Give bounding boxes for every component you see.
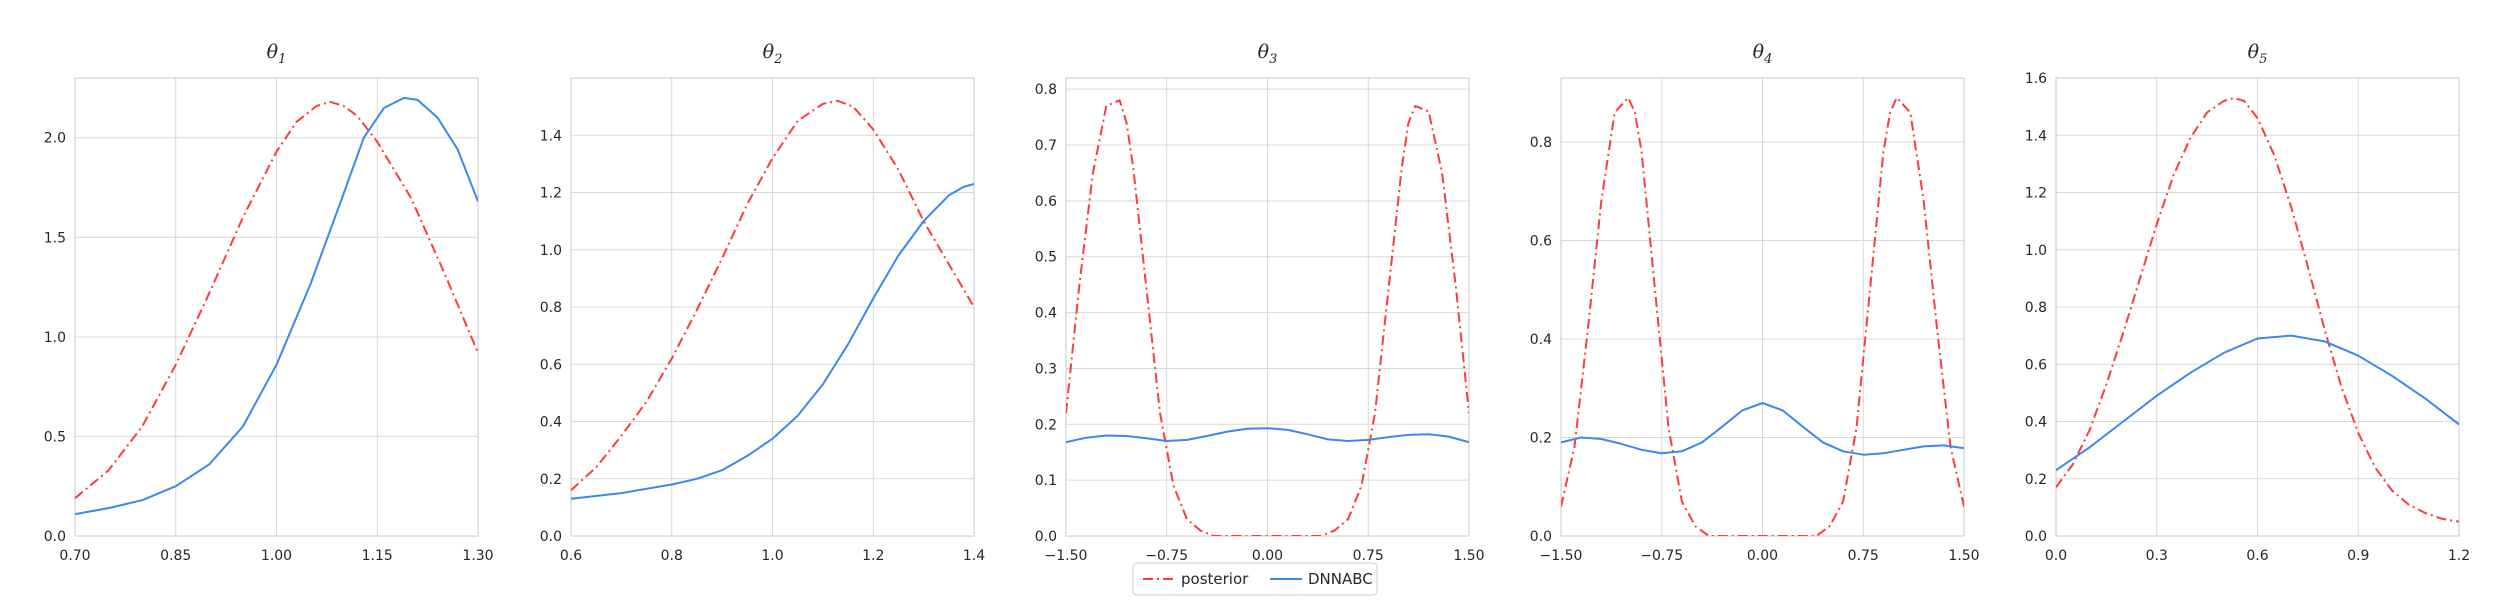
series-line-dnnabc xyxy=(1561,402,1964,456)
y-tick-label: 0.5 xyxy=(44,429,66,445)
y-tick-label: 1.4 xyxy=(2025,128,2047,144)
y-tick-label: 0.8 xyxy=(1035,82,1057,98)
panel-title: θ5 xyxy=(2248,41,2268,67)
chart-panels: 0.70 0.85 1.00 1.15 1.30 0.0 0.5 1.0 1.5 2.0 θ1 0.6… xyxy=(44,41,2470,564)
y-tick-label: 2.0 xyxy=(44,131,66,147)
panel-title: θ1 xyxy=(267,41,287,67)
x-tick-label: 0.6 xyxy=(560,548,582,564)
y-tick-label: 1.0 xyxy=(44,330,66,346)
x-tick-label: 1.4 xyxy=(963,548,985,564)
x-tick-label: 0.0 xyxy=(2045,548,2067,564)
y-tick-label: 0.4 xyxy=(1530,332,1552,348)
y-tick-label: 1.5 xyxy=(44,230,66,246)
x-tick-label: 1.2 xyxy=(862,548,884,564)
panel-4: −1.50 −0.75 0.00 0.75 1.50 0.0 0.2 0.4 0.6 0.8 θ4 xyxy=(1530,41,1980,564)
x-tick-label: −1.50 xyxy=(1045,548,1088,564)
y-tick-label: 0.0 xyxy=(1035,529,1057,545)
series-line-dnnabc xyxy=(571,182,974,500)
x-tick-label: 0.9 xyxy=(2347,548,2369,564)
x-tick-label: 1.30 xyxy=(462,548,493,564)
axes-frame xyxy=(2055,77,2460,537)
y-tick-label: 0.8 xyxy=(1530,135,1552,151)
y-tick-label: 0.5 xyxy=(1035,250,1057,266)
series-line-dnnabc xyxy=(75,96,478,516)
panel-5: 0.0 0.3 0.6 0.9 1.2 0.0 0.2 0.4 0.6 0.8 1.0 1.2 1.4 1… xyxy=(2025,41,2470,564)
y-tick-label: 1.2 xyxy=(2025,186,2047,202)
legend-frame xyxy=(1132,562,1378,596)
y-tick-label: 0.4 xyxy=(540,415,562,431)
x-tick-label: 1.15 xyxy=(362,548,393,564)
y-tick-label: 0.0 xyxy=(2025,529,2047,545)
series-line-posterior xyxy=(75,100,478,499)
x-tick-label: 1.00 xyxy=(261,548,292,564)
y-tick-label: 0.0 xyxy=(1530,529,1552,545)
legend: posterior DNNABC xyxy=(1132,562,1378,596)
y-tick-label: 1.6 xyxy=(2025,71,2047,87)
y-tick-label: 0.0 xyxy=(540,529,562,545)
y-tick-label: 0.2 xyxy=(1530,431,1552,447)
series-line-dnnabc xyxy=(1066,427,1469,444)
axes-frame xyxy=(570,77,975,537)
legend-label-posterior: posterior xyxy=(1181,570,1249,588)
x-tick-label: 0.75 xyxy=(1353,548,1384,564)
y-tick-label: 0.6 xyxy=(2025,357,2047,373)
y-tick-label: 0.6 xyxy=(1035,194,1057,210)
panel-3: −1.50 −0.75 0.00 0.75 1.50 0.0 0.1 0.2 0.3 0.4 0.5… xyxy=(1035,41,1485,564)
x-tick-label: −0.75 xyxy=(1145,548,1188,564)
y-tick-label: 0.0 xyxy=(44,529,66,545)
y-tick-label: 1.2 xyxy=(540,186,562,202)
y-tick-label: 0.6 xyxy=(1530,234,1552,250)
y-tick-label: 0.8 xyxy=(2025,300,2047,316)
y-tick-label: 0.4 xyxy=(2025,415,2047,431)
panel-1: 0.70 0.85 1.00 1.15 1.30 0.0 0.5 1.0 1.5 2.0 θ1 xyxy=(44,41,494,564)
series-line-posterior xyxy=(571,99,974,491)
x-tick-label: 1.50 xyxy=(1453,548,1484,564)
y-tick-label: 0.2 xyxy=(1035,417,1057,433)
x-tick-label: 0.8 xyxy=(661,548,683,564)
x-tick-label: 1.2 xyxy=(2448,548,2470,564)
axes-frame xyxy=(74,77,479,537)
series-line-posterior xyxy=(2056,97,2459,523)
x-tick-label: −0.75 xyxy=(1640,548,1683,564)
x-tick-label: −1.50 xyxy=(1540,548,1583,564)
x-tick-label: 0.6 xyxy=(2246,548,2268,564)
x-tick-label: 0.75 xyxy=(1848,548,1879,564)
series-line-posterior xyxy=(1066,99,1469,536)
series-line-dnnabc xyxy=(2056,334,2459,472)
y-tick-label: 0.4 xyxy=(1035,306,1057,322)
y-tick-label: 0.1 xyxy=(1035,473,1057,489)
panel-title: θ4 xyxy=(1753,41,1773,67)
y-tick-label: 0.2 xyxy=(540,472,562,488)
panel-2: 0.6 0.8 1.0 1.2 1.4 0.0 0.2 0.4 0.6 0.8 1.0 1.2 1.4 θ… xyxy=(540,41,985,564)
x-tick-label: 0.3 xyxy=(2146,548,2168,564)
panel-title: θ2 xyxy=(763,41,783,67)
y-tick-label: 0.3 xyxy=(1035,361,1057,377)
y-tick-label: 0.8 xyxy=(540,300,562,316)
x-tick-label: 1.0 xyxy=(761,548,783,564)
axes-frame xyxy=(1065,77,1470,537)
y-tick-label: 0.2 xyxy=(2025,472,2047,488)
x-tick-label: 0.00 xyxy=(1747,548,1778,564)
x-tick-label: 0.85 xyxy=(160,548,191,564)
y-tick-label: 0.7 xyxy=(1035,138,1057,154)
legend-label-dnnabc: DNNABC xyxy=(1308,570,1373,588)
panel-title: θ3 xyxy=(1258,41,1278,67)
x-tick-label: 0.70 xyxy=(59,548,90,564)
y-tick-label: 1.4 xyxy=(540,128,562,144)
y-tick-label: 1.0 xyxy=(540,243,562,259)
y-tick-label: 0.6 xyxy=(540,357,562,373)
x-tick-label: 0.00 xyxy=(1252,548,1283,564)
x-tick-label: 1.50 xyxy=(1948,548,1979,564)
y-tick-label: 1.0 xyxy=(2025,243,2047,259)
